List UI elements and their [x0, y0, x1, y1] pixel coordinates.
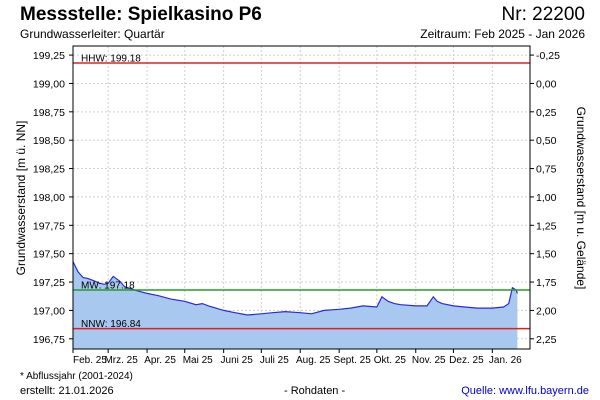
created-date: erstellt: 21.01.2026 [20, 385, 114, 397]
right-y-tick-label: 0,25 [536, 107, 557, 119]
right-y-tick-label: 0,00 [536, 78, 557, 90]
x-tick-label: Aug. 25 [296, 355, 331, 366]
reference-lines: HHW: 199.18 MW: 197.18 NNW: 196.84 [73, 54, 530, 330]
grid [72, 46, 530, 349]
x-tick-label: Nov. 25 [412, 355, 446, 366]
reference-label: NNW: 196.84 [81, 319, 141, 330]
y-axis-label-right: Grundwasserstand [m u. Gelände] [574, 107, 588, 290]
y-tick-label: 197,50 [33, 249, 65, 261]
y-tick-label: 199,00 [33, 78, 65, 90]
y-tick-label: 198,75 [33, 107, 65, 119]
y-tick-label: 198,50 [33, 135, 65, 147]
right-y-tick-label: 1,25 [536, 220, 557, 232]
x-tick-label: Sept. 25 [334, 355, 372, 366]
y-axis-label-left: Grundwasserstand [m ü. NN] [14, 121, 28, 276]
x-tick-label: Apr. 25 [144, 355, 176, 366]
data-status: - Rohdaten - [284, 385, 346, 397]
right-y-tick-label: -0,25 [536, 50, 560, 62]
page-title: Messstelle: Spielkasino P6 [20, 4, 262, 25]
right-y-tick-label: 2,00 [536, 305, 557, 317]
aquifer-label: Grundwasserleiter: Quartär [20, 27, 165, 41]
right-y-tick-label: 2,25 [536, 334, 557, 346]
reference-label: MW: 197.18 [81, 280, 135, 291]
x-tick-label: Dez. 25 [449, 355, 484, 366]
right-y-tick-label: 1,50 [536, 249, 557, 261]
right-y-tick-label: 0,75 [536, 164, 557, 176]
axes: 199,25 199,00 198,75 198,50 198,25 198,00 197,… [33, 50, 560, 366]
right-y-tick-label: 1,75 [536, 277, 557, 289]
y-tick-label: 197,75 [33, 220, 65, 232]
x-tick-label: Feb. 25 [73, 355, 107, 366]
series-area [73, 261, 518, 349]
series-line [72, 261, 518, 316]
period-label: Zeitraum: Feb 2025 - Jan 2026 [420, 27, 585, 41]
y-tick-label: 197,25 [33, 277, 65, 289]
right-y-tick-label: 0,50 [536, 135, 557, 147]
x-tick-label: Mrz. 25 [104, 355, 138, 366]
series-layer [72, 261, 518, 349]
x-tick-label: Jan. 26 [489, 355, 522, 366]
plot-frame [72, 45, 531, 350]
x-tick-label: Juli 25 [260, 355, 289, 366]
x-tick-label: Okt. 25 [374, 355, 407, 366]
x-tick-label: Juni 25 [221, 355, 254, 366]
y-tick-label: 199,25 [33, 50, 65, 62]
reference-label: HHW: 199.18 [81, 54, 141, 65]
y-tick-label: 196,75 [33, 334, 65, 346]
right-y-tick-label: 1,00 [536, 192, 557, 204]
x-tick-label: Mai 25 [183, 355, 213, 366]
y-tick-label: 198,00 [33, 192, 65, 204]
footnote: * Abflussjahr (2001-2024) [20, 371, 133, 382]
y-tick-label: 197,00 [33, 305, 65, 317]
station-number: Nr: 22200 [501, 4, 585, 25]
y-tick-label: 198,25 [33, 164, 65, 176]
source-link[interactable]: Quelle: www.lfu.bayern.de [461, 385, 589, 397]
